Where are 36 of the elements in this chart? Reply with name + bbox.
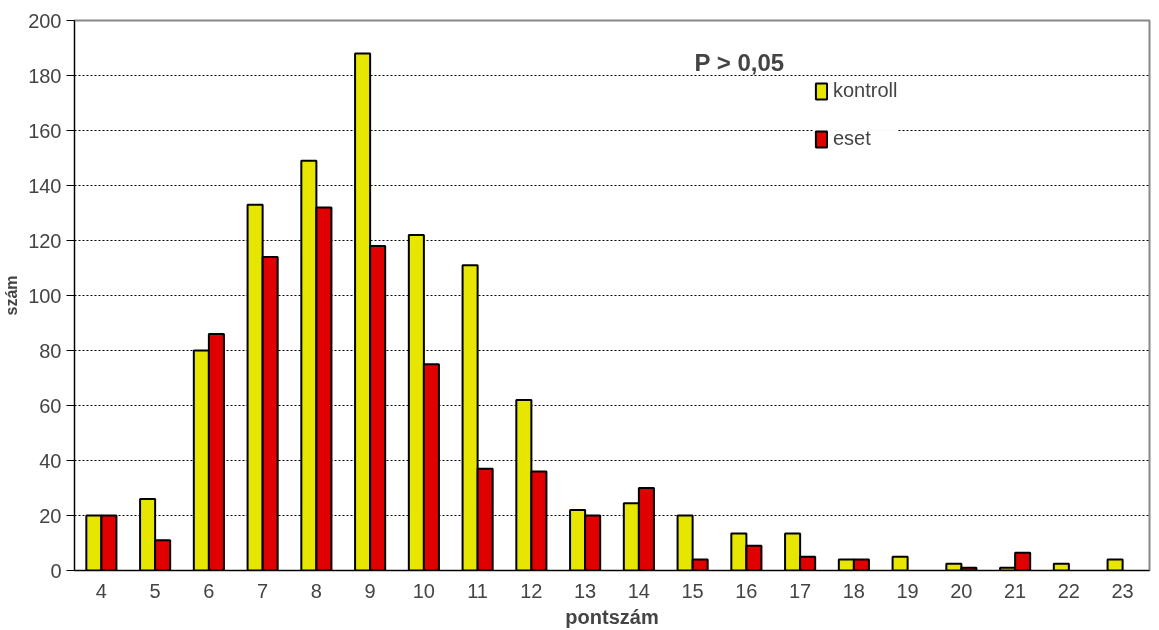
x-tick-label: 5 <box>149 579 161 602</box>
y-tick-label: 120 <box>28 229 62 252</box>
x-tick-label: 6 <box>203 579 215 602</box>
x-tick-label: 8 <box>310 579 322 602</box>
y-tick-label: 140 <box>28 174 62 197</box>
x-tick-label: 17 <box>789 579 812 602</box>
x-tick-label: 20 <box>950 579 973 602</box>
x-tick-label: 12 <box>520 579 543 602</box>
y-tick-label: 200 <box>28 9 62 32</box>
x-tick-label: 21 <box>1004 579 1027 602</box>
x-tick-label: 14 <box>627 579 650 602</box>
legend-label: eset <box>833 127 871 150</box>
x-axis-title: pontszám <box>565 605 659 628</box>
x-tick-label: 19 <box>896 579 919 602</box>
x-tick-label: 4 <box>95 579 107 602</box>
y-tick-label: 180 <box>28 64 62 87</box>
x-tick-label: 23 <box>1111 579 1134 602</box>
annotation: P > 0,05 <box>694 48 785 76</box>
y-tick-label: 0 <box>50 559 62 582</box>
y-tick-label: 100 <box>28 284 62 307</box>
y-axis-title: szám <box>3 275 21 316</box>
y-tick-label: 20 <box>39 504 62 527</box>
x-tick-label: 11 <box>467 579 489 602</box>
x-tick-label: 18 <box>842 579 865 602</box>
x-tick-label: 16 <box>735 579 758 602</box>
x-tick-label: 22 <box>1057 579 1080 602</box>
y-tick-label: 80 <box>39 339 62 362</box>
x-tick-label: 15 <box>681 579 704 602</box>
y-tick-label: 60 <box>39 394 62 417</box>
y-tick-label: 160 <box>28 119 62 142</box>
x-tick-label: 7 <box>257 579 269 602</box>
y-tick-label: 40 <box>39 449 62 472</box>
x-tick-label: 9 <box>364 579 376 602</box>
legend-label: kontroll <box>833 79 898 102</box>
x-tick-label: 10 <box>412 579 435 602</box>
x-tick-label: 13 <box>574 579 597 602</box>
